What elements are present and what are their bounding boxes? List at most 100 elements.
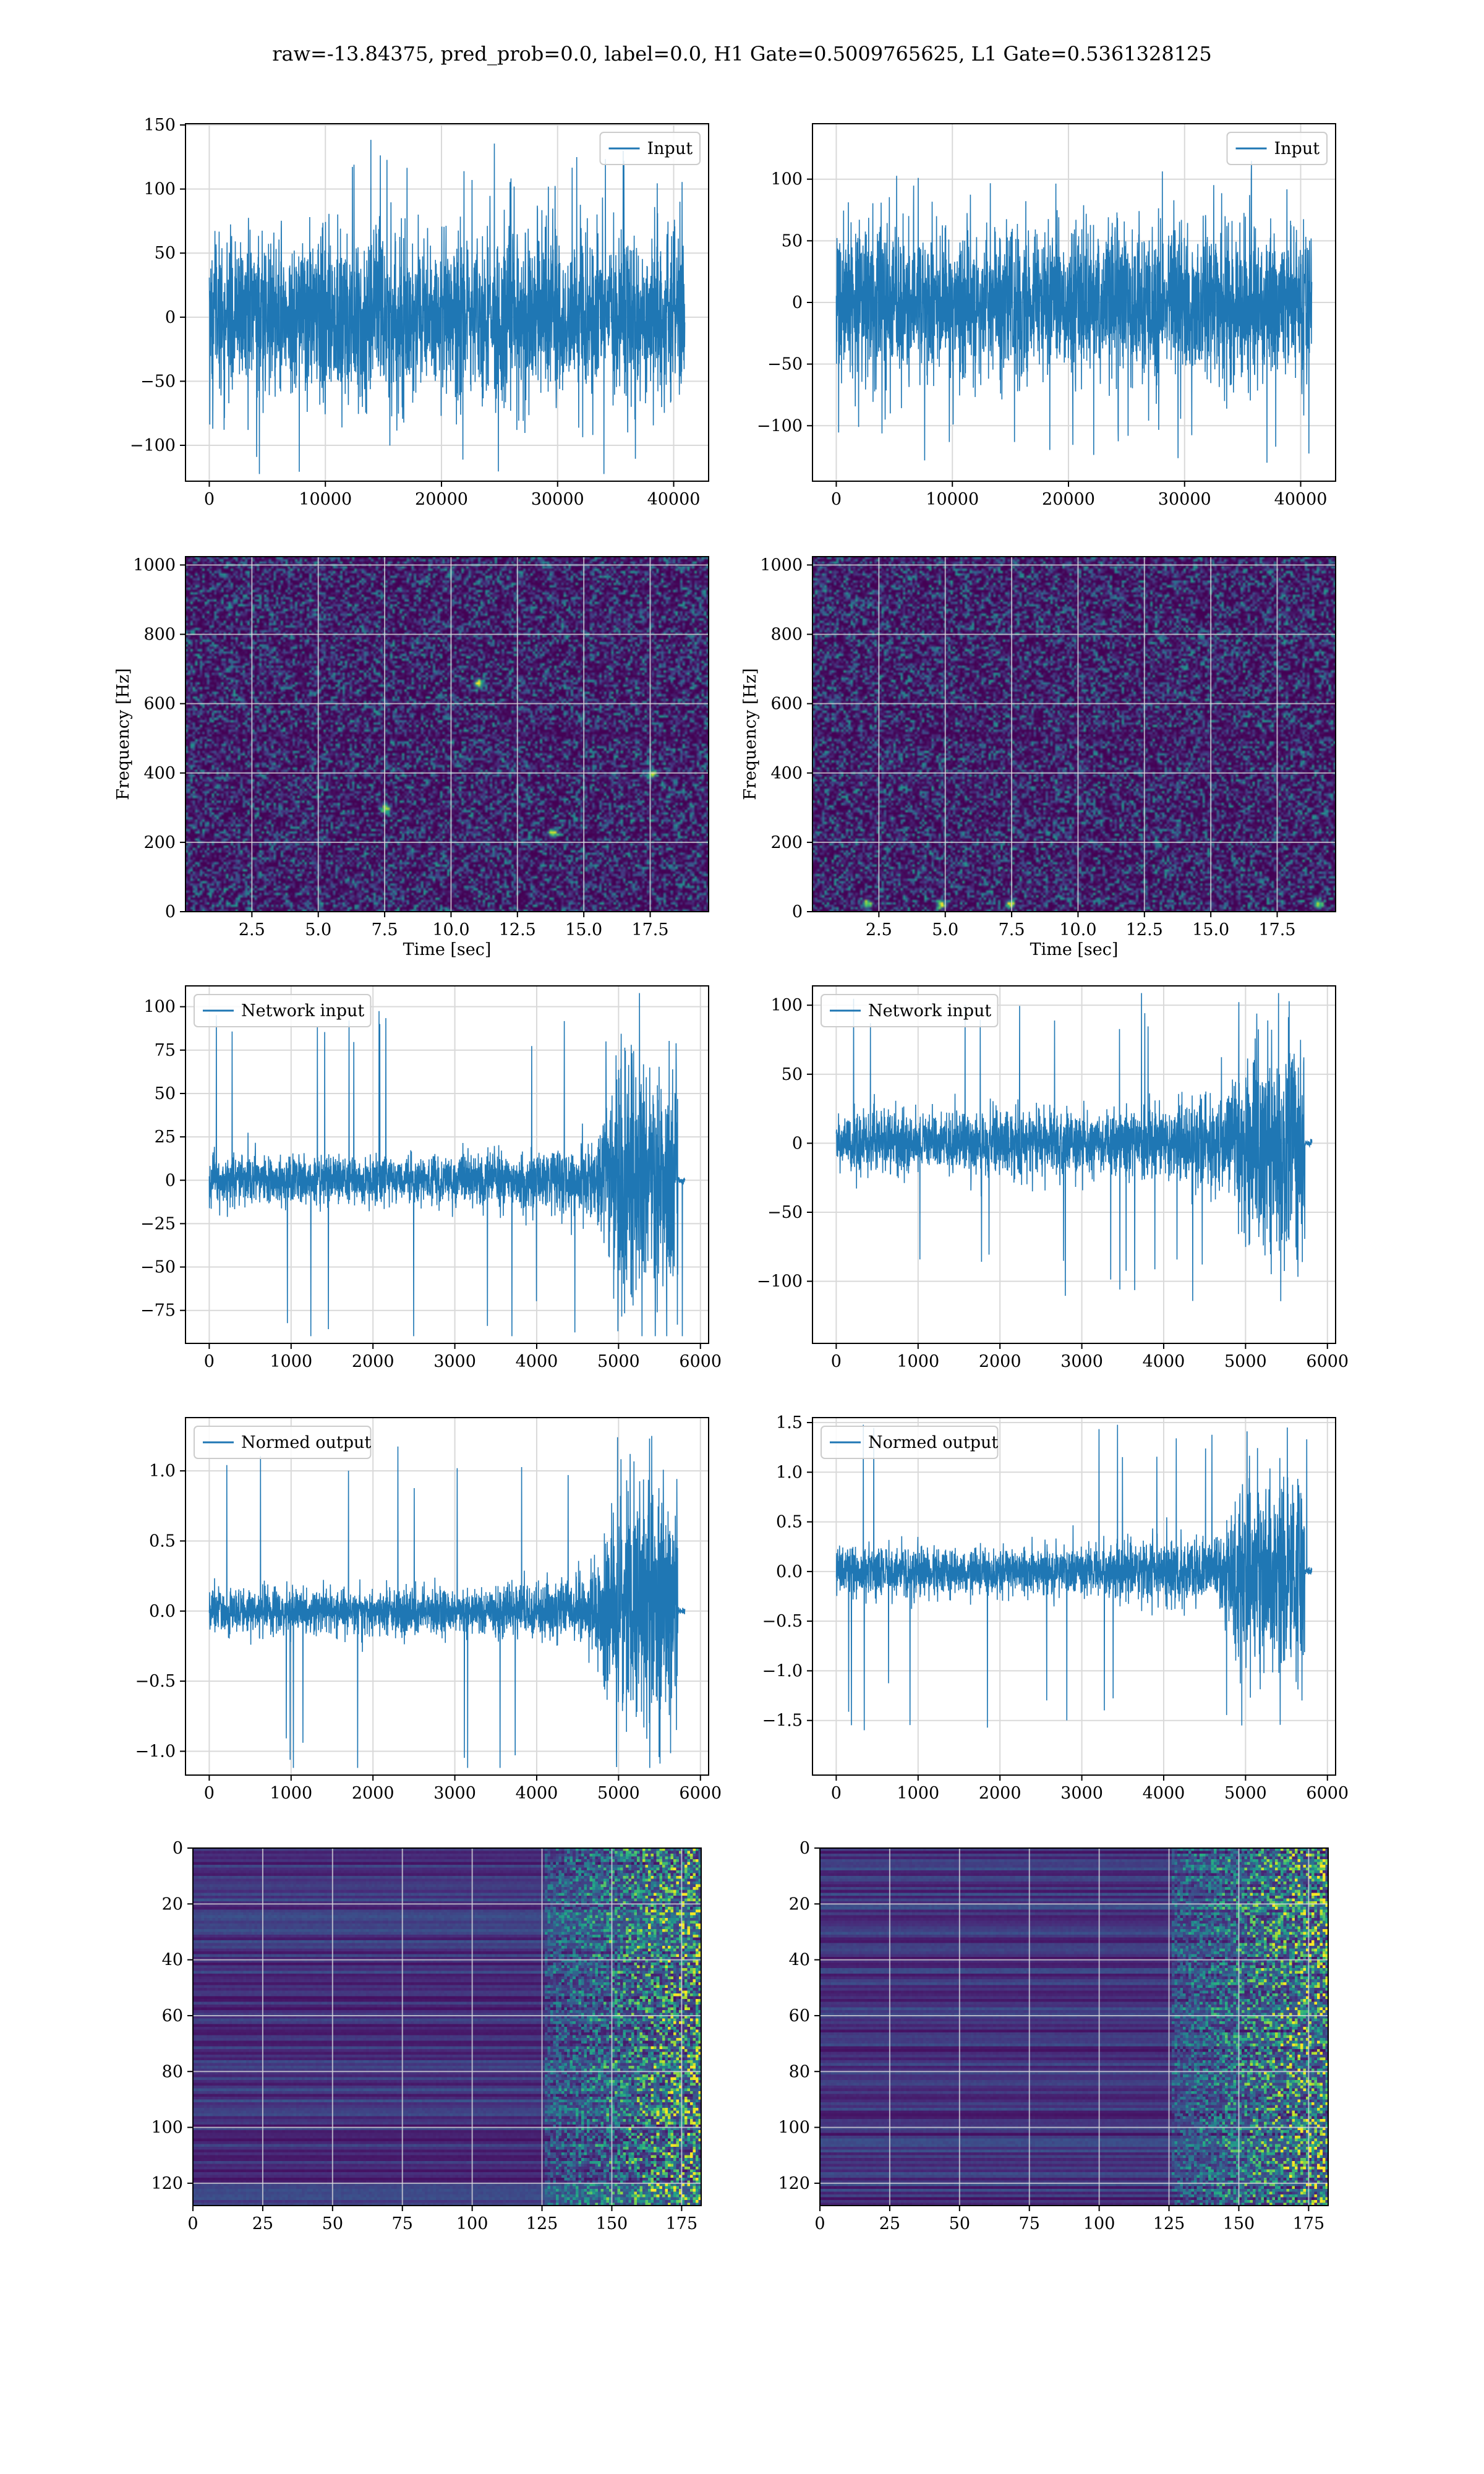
y-tick-label: −50	[767, 1203, 803, 1222]
x-tick-label: 3000	[433, 1352, 476, 1371]
x-tick-label: 3000	[1060, 1784, 1103, 1803]
y-tick-label: −0.5	[762, 1612, 803, 1631]
y-tick-label: 100	[770, 170, 803, 189]
y-tick-label: 0.5	[776, 1513, 803, 1532]
x-tick-label: 7.5	[372, 920, 398, 940]
y-tick-label: −100	[757, 416, 803, 435]
x-tick-label: 4000	[1143, 1352, 1185, 1371]
x-tick-label: 5000	[597, 1352, 640, 1371]
x-tick-label: 1000	[270, 1352, 312, 1371]
axes-frame	[812, 556, 1336, 912]
y-tick-label: −100	[757, 1272, 803, 1291]
y-tick-label: 0.0	[776, 1562, 803, 1582]
legend-box	[821, 994, 999, 1027]
y-axis-label: Frequency [Hz]	[741, 668, 760, 800]
x-tick-label: 2000	[979, 1784, 1021, 1803]
x-tick-label: 150	[596, 2214, 628, 2233]
x-tick-label: 17.5	[631, 920, 668, 940]
x-tick-label: 40000	[1274, 490, 1328, 509]
legend: Input	[599, 132, 701, 165]
x-tick-label: 2000	[352, 1352, 394, 1371]
y-tick-label: 600	[143, 695, 176, 714]
y-tick-label: −1.0	[762, 1661, 803, 1680]
y-tick-label: 120	[151, 2174, 183, 2193]
panel-r1c2: Input 0 10000 20000 30000 40000 −100 −50 0 50 100	[757, 123, 1336, 509]
y-tick-label: 100	[778, 2118, 810, 2138]
x-tick-label: 100	[456, 2214, 488, 2233]
axes-frame	[185, 123, 709, 482]
x-tick-label: 175	[1293, 2214, 1325, 2233]
legend-box	[194, 994, 372, 1027]
x-tick-label: 0	[814, 2214, 825, 2233]
y-tick-label: 60	[789, 2006, 810, 2026]
panel-r5c2: 0 25 50 75 100 125 150 175 0 20 40 60 80 100 120	[778, 1839, 1329, 2233]
series-line	[835, 993, 1313, 1301]
y-tick-label: 800	[770, 625, 803, 644]
series-line	[208, 1436, 686, 1768]
x-tick-label: 5000	[597, 1784, 640, 1803]
x-tick-label: 4000	[516, 1352, 558, 1371]
y-tick-label: 0	[792, 902, 803, 922]
y-tick-label: 40	[162, 1951, 183, 1970]
y-tick-label: −50	[140, 372, 176, 391]
x-tick-label: 6000	[1306, 1352, 1349, 1371]
x-tick-label: 10.0	[432, 920, 469, 940]
legend-label: Input	[1274, 139, 1320, 158]
y-tick-label: 0	[173, 1839, 183, 1858]
series-line	[208, 140, 686, 474]
x-tick-label: 15.0	[565, 920, 602, 940]
axes-frame	[185, 985, 709, 1344]
series-line	[208, 993, 686, 1337]
y-tick-label: 150	[143, 116, 176, 135]
y-tick-label: 60	[162, 2006, 183, 2026]
legend: Input	[1226, 132, 1328, 165]
y-tick-label: 1000	[133, 555, 176, 575]
y-tick-label: 0.5	[149, 1531, 176, 1551]
y-tick-label: 1.0	[776, 1463, 803, 1482]
x-tick-label: 175	[666, 2214, 698, 2233]
x-tick-label: 1000	[897, 1352, 939, 1371]
y-tick-label: −75	[140, 1301, 176, 1320]
y-tick-label: −1.0	[135, 1742, 176, 1761]
legend: Network input	[194, 994, 372, 1027]
x-tick-label: 7.5	[999, 920, 1025, 940]
y-tick-label: 50	[782, 231, 803, 250]
x-tick-label: 0	[187, 2214, 198, 2233]
axes-frame	[185, 1417, 709, 1776]
x-tick-label: 0	[204, 1784, 215, 1803]
y-tick-label: 600	[770, 695, 803, 714]
y-tick-label: 0	[165, 1171, 176, 1190]
y-tick-label: 800	[143, 625, 176, 644]
legend-label: Normed output	[241, 1433, 371, 1452]
x-tick-label: 5000	[1224, 1784, 1267, 1803]
y-tick-label: −1.5	[762, 1711, 803, 1731]
y-tick-label: 80	[162, 2062, 183, 2081]
x-tick-label: 125	[526, 2214, 558, 2233]
y-tick-label: 0	[165, 308, 176, 327]
y-tick-label: 50	[155, 1084, 176, 1103]
x-tick-label: 6000	[1306, 1784, 1349, 1803]
y-tick-label: 0	[165, 902, 176, 922]
y-tick-label: 50	[155, 244, 176, 263]
x-tick-label: 5.0	[305, 920, 331, 940]
legend-box	[821, 1426, 999, 1459]
x-tick-label: 20000	[415, 490, 468, 509]
feature-map-image	[193, 1848, 701, 2206]
figure-suptitle: raw=-13.84375, pred_prob=0.0, label=0.0,…	[272, 42, 1212, 66]
y-tick-label: 100	[151, 2118, 183, 2138]
y-tick-label: 1000	[760, 555, 803, 575]
x-tick-label: 25	[879, 2214, 900, 2233]
axes-frame	[812, 1417, 1336, 1776]
y-tick-label: 120	[778, 2174, 810, 2193]
panel-r4c2: Normed output 0 1000 2000 3000 4000 5000 6000 −1…	[762, 1413, 1349, 1803]
x-tick-label: 30000	[531, 490, 584, 509]
x-tick-label: 0	[204, 490, 215, 509]
y-tick-label: −0.5	[135, 1672, 176, 1691]
axes-frame	[819, 1847, 1329, 2206]
x-tick-label: 20000	[1042, 490, 1095, 509]
y-tick-label: 20	[162, 1894, 183, 1914]
y-tick-label: 1.0	[149, 1462, 176, 1481]
y-tick-label: −100	[130, 436, 176, 455]
